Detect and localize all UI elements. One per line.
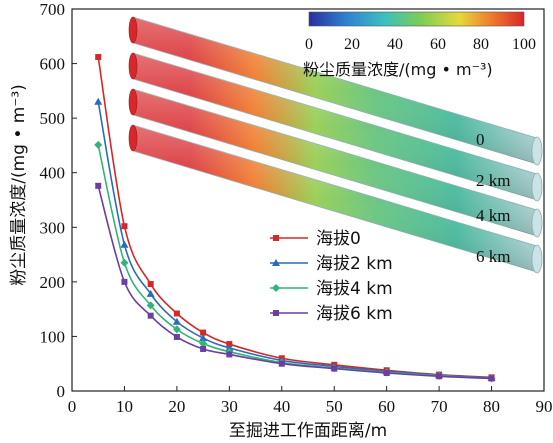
tunnel-shading	[133, 17, 537, 164]
data-point	[95, 182, 102, 189]
data-point	[95, 54, 102, 61]
legend-label: 海拔6 km	[316, 304, 393, 324]
tunnel-label: 6 km	[476, 247, 510, 266]
data-point	[172, 325, 181, 334]
tunnel-simulation-inset: 0 2 km 4 km 6 km	[128, 16, 543, 274]
x-tick-label: 90	[536, 397, 553, 416]
x-axis-title: 至掘进工作面距离/m	[229, 421, 387, 441]
data-point	[121, 278, 128, 285]
tunnel-3: 4 km	[128, 88, 543, 238]
data-point	[200, 345, 207, 352]
data-point	[226, 351, 233, 358]
tunnel-shading	[133, 125, 537, 272]
data-point	[272, 259, 280, 266]
data-point	[172, 317, 181, 325]
tunnel-4: 6 km	[128, 124, 543, 274]
data-point	[121, 223, 128, 230]
y-tick-label: 0	[57, 382, 66, 401]
data-point	[273, 310, 279, 316]
tunnel-shading	[133, 53, 537, 200]
plot-frame	[71, 8, 545, 392]
tunnel-face	[128, 88, 138, 116]
tunnel-end-cap	[531, 136, 543, 166]
legend-item-2: 海拔2 km	[270, 254, 393, 274]
legend: 海拔0 海拔2 km 海拔4 km 海拔6 km	[270, 229, 393, 324]
colorbar: 0 20 40 60 80 100 粉尘质量浓度/(mg • m⁻³)	[303, 11, 536, 79]
tunnel-1: 0	[128, 16, 543, 166]
x-tick-label: 30	[221, 397, 238, 416]
tunnel-label: 0	[476, 130, 485, 149]
colorbar-tick-label: 40	[387, 36, 403, 53]
data-point	[383, 369, 390, 376]
data-point	[146, 301, 155, 310]
colorbar-title: 粉尘质量浓度/(mg • m⁻³)	[303, 60, 493, 79]
data-point	[200, 329, 207, 336]
x-tick-label: 50	[326, 397, 343, 416]
legend-label: 海拔4 km	[316, 279, 393, 299]
series-line	[97, 56, 492, 379]
tunnel-face	[128, 16, 138, 44]
y-tick-label: 700	[40, 0, 66, 19]
data-point	[488, 375, 495, 382]
data-point	[273, 235, 279, 241]
tunnel-label: 4 km	[476, 206, 510, 225]
tunnel-2: 2 km	[128, 52, 543, 202]
data-point	[436, 373, 443, 380]
tunnel-end-cap	[531, 208, 543, 238]
x-tick-label: 20	[168, 397, 185, 416]
x-tick-label: 10	[116, 397, 133, 416]
tunnel-end-cap	[531, 244, 543, 274]
legend-label: 海拔2 km	[316, 254, 393, 274]
legend-item-1: 海拔0	[270, 229, 361, 249]
colorbar-tick-label: 0	[305, 36, 313, 53]
series-layer	[94, 54, 496, 383]
axes: 0 10 20 30 40 50 60 70 80 90010020030040050060070…	[9, 0, 553, 441]
legend-item-4: 海拔6 km	[270, 304, 393, 324]
y-tick-label: 200	[40, 273, 66, 292]
tunnel-label: 2 km	[476, 171, 510, 190]
colorbar-tick-label: 100	[512, 36, 536, 53]
y-axis-title: 粉尘质量浓度/(mg • m⁻³)	[9, 84, 29, 286]
tunnel-shading	[133, 89, 537, 236]
data-point	[147, 281, 154, 288]
data-point	[272, 284, 280, 292]
colorbar-gradient	[308, 11, 525, 27]
data-point	[331, 365, 338, 372]
data-point	[225, 343, 234, 351]
data-point	[120, 258, 129, 267]
y-tick-label: 100	[40, 327, 66, 346]
legend-item-3: 海拔4 km	[270, 279, 393, 299]
data-point	[94, 140, 103, 149]
data-point	[173, 333, 180, 340]
x-tick-label: 80	[483, 397, 500, 416]
y-tick-label: 400	[40, 164, 66, 183]
tunnel-face	[128, 52, 138, 80]
data-point	[199, 339, 208, 348]
data-point	[147, 312, 154, 319]
x-tick-label: 70	[431, 397, 448, 416]
colorbar-tick-label: 20	[344, 36, 360, 53]
y-tick-label: 300	[40, 218, 66, 237]
x-tick-label: 60	[378, 397, 395, 416]
y-tick-label: 600	[40, 55, 66, 74]
data-point	[120, 240, 129, 248]
x-tick-label: 40	[273, 397, 290, 416]
data-point	[199, 334, 208, 342]
y-tick-label: 500	[40, 109, 66, 128]
x-tick-label: 0	[68, 397, 77, 416]
series-line	[97, 101, 492, 379]
data-point	[278, 360, 285, 367]
tunnel-end-cap	[531, 172, 543, 202]
series-4	[95, 182, 495, 382]
colorbar-tick-label: 60	[430, 36, 446, 53]
legend-label: 海拔0	[316, 229, 361, 249]
data-point	[146, 289, 155, 297]
data-point	[173, 310, 180, 317]
colorbar-tick-label: 80	[473, 36, 489, 53]
tunnel-face	[128, 124, 138, 152]
data-point	[94, 97, 103, 105]
